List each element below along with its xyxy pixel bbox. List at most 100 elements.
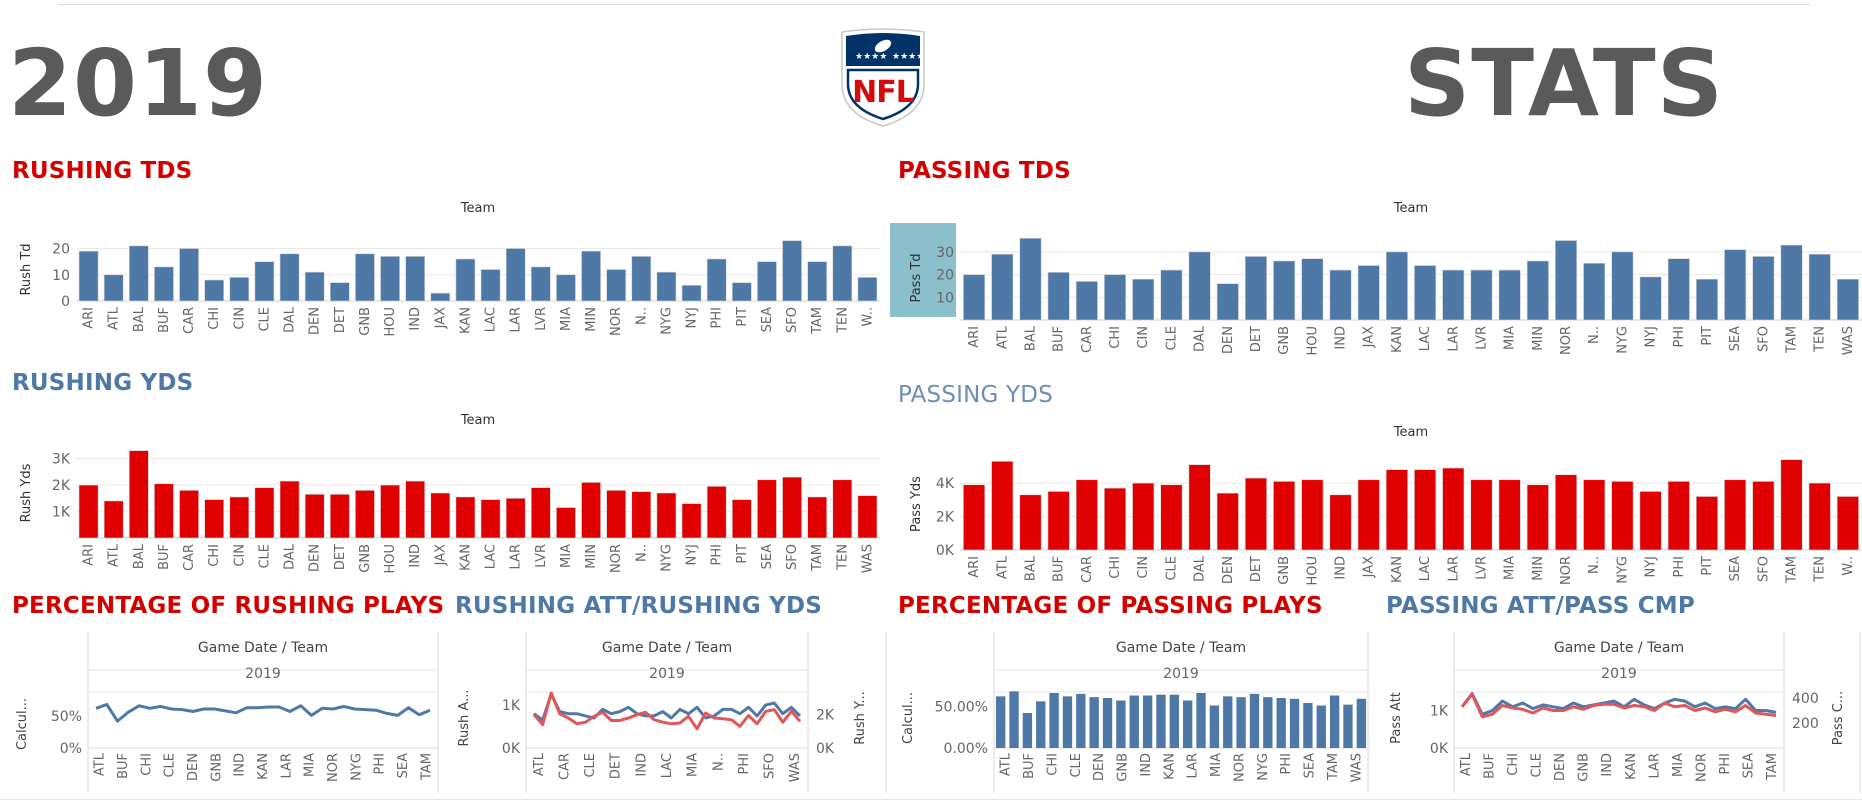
bar-nyg xyxy=(656,271,677,302)
x-tick-label: DEN xyxy=(1221,326,1236,354)
x-tick-label: BAL xyxy=(1023,555,1038,581)
x-tick-label: PHI xyxy=(710,307,725,328)
x-tick-label: KAN xyxy=(458,307,473,334)
pct-pass-bar xyxy=(1249,693,1260,748)
y2-axis-title: Pass C... xyxy=(1831,691,1846,745)
column-header: Game Date / Team xyxy=(602,640,732,656)
x-tick-label: JAX xyxy=(1362,326,1377,348)
x-tick-label: IND xyxy=(408,307,423,331)
y-tick-label: 0K xyxy=(1430,741,1449,757)
bar-den xyxy=(304,494,325,539)
y-axis-title: Pass Td xyxy=(909,253,924,302)
y-axis-title: Rush Yds xyxy=(19,463,34,522)
bar-cle xyxy=(254,261,275,302)
x-tick-label: MIA xyxy=(1503,556,1518,580)
bar-nor xyxy=(1555,240,1578,321)
stats-title: STATS xyxy=(1404,30,1724,137)
x-tick-label: MIN xyxy=(1531,326,1546,351)
bar-sea xyxy=(1724,249,1747,321)
pct-rushing-plays-title: PERCENTAGE OF RUSHING PLAYS xyxy=(12,593,445,619)
x-tick-label: KAN xyxy=(256,753,271,780)
x-tick-label: NYG xyxy=(1615,556,1630,584)
bar-nyj xyxy=(1639,276,1662,321)
y-axis-title: Pass Yds xyxy=(909,476,924,532)
passing-att-cmp-chart: Game Date / Team 2019 Pass Att 0K 1K ATL BUF CH… xyxy=(1389,632,1861,793)
x-tick-label: DEN xyxy=(308,307,323,335)
column-header: Game Date / Team xyxy=(1116,640,1246,656)
y2-tick-label: 2K xyxy=(816,708,835,724)
x-tick-label: CLE xyxy=(257,307,272,332)
bar-atl xyxy=(991,461,1014,551)
passing-yds-chart: Team Pass Yds 0K 2K 4K ARI ATL BAL BUF CAR CHI CIN C… xyxy=(909,425,1862,586)
bar-hou xyxy=(1301,479,1324,551)
y-tick-label: 10 xyxy=(52,268,70,284)
bar-chi xyxy=(1104,487,1127,551)
x-axis-title: Team xyxy=(460,201,495,216)
x-tick-label: TAM xyxy=(1785,556,1800,584)
bar-nor xyxy=(1555,474,1578,551)
column-header-year: 2019 xyxy=(649,666,685,682)
pct-pass-bar xyxy=(1276,698,1286,748)
x-tick-label: DAL xyxy=(1193,555,1208,582)
x-tick-label: BUF xyxy=(157,307,172,333)
passing-att-cmp-title: PASSING ATT/PASS CMP xyxy=(1386,593,1695,619)
x-tick-label: IND xyxy=(1334,326,1349,350)
rushing-tds-chart: Team Rush Td 0 10 20 ARI ATL BAL BUF CAR CHI CIN CLE… xyxy=(19,201,880,337)
pct-pass-bar xyxy=(1036,701,1046,748)
bar-sea xyxy=(757,261,777,302)
passing-tds-title: PASSING TDS xyxy=(898,158,1071,184)
bar-cin xyxy=(229,496,250,539)
pct-pass-bar xyxy=(1049,693,1059,748)
x-tick-label: CHI xyxy=(1045,753,1060,776)
x-tick-label: LAR xyxy=(1446,556,1461,581)
bar-ind xyxy=(405,256,426,302)
bar-dal xyxy=(279,253,300,302)
pct-pass-bar xyxy=(1303,703,1313,748)
y-axis-title: Calcul... xyxy=(901,692,916,744)
bar-jax xyxy=(430,492,451,539)
pct-pass-bar xyxy=(1089,697,1099,748)
x-tick-label: TEN xyxy=(1813,556,1828,583)
x-tick-label: TAM xyxy=(1765,753,1780,781)
x-tick-label: JAX xyxy=(1362,556,1377,578)
x-tick-label: DEN xyxy=(1553,753,1568,781)
bar-den xyxy=(1216,492,1239,551)
bar-pit xyxy=(1695,496,1718,551)
x-tick-label: ATL xyxy=(995,555,1010,579)
bar-sea xyxy=(1724,479,1747,551)
x-tick-label: NYJ xyxy=(1644,556,1659,578)
x-tick-label: CAR xyxy=(182,544,197,571)
bar-w xyxy=(857,277,878,302)
x-tick-label: W.. xyxy=(1841,556,1856,576)
x-tick-label: DET xyxy=(333,544,348,570)
x-tick-label: MIN xyxy=(1531,556,1546,581)
x-tick-label: ATL xyxy=(93,752,108,776)
x-axis-title: Team xyxy=(460,413,495,428)
y-tick-label: 30 xyxy=(936,245,954,261)
x-tick-label: KAN xyxy=(1624,753,1639,780)
bar-sfo xyxy=(782,476,802,539)
x-tick-label: CHI xyxy=(207,544,222,567)
x-tick-label: NYJ xyxy=(685,544,700,566)
y-tick-label: 20 xyxy=(52,242,70,258)
bar-min xyxy=(1526,260,1549,321)
rush-yds-line xyxy=(532,691,802,731)
x-tick-label: HOU xyxy=(383,544,398,574)
x-tick-label: CLE xyxy=(583,753,598,778)
x-tick-label: LVR xyxy=(534,307,549,331)
x-tick-label: LAC xyxy=(1418,326,1433,351)
x-tick-label: LAR xyxy=(509,544,524,569)
x-tick-label: N.. xyxy=(634,307,649,325)
x-tick-label: DAL xyxy=(283,306,298,333)
y2-tick-label: 200 xyxy=(1792,716,1819,732)
x-tick-label: SEA xyxy=(1742,753,1757,778)
x-tick-label: NYJ xyxy=(1644,326,1659,348)
x-tick-label: TAM xyxy=(1326,753,1341,781)
y-tick-label: 10 xyxy=(936,290,954,306)
bar-was xyxy=(857,495,878,539)
pct-pass-bar xyxy=(1356,698,1366,748)
bar-lvr xyxy=(530,266,551,302)
bar-ari xyxy=(963,274,986,321)
x-tick-label: PHI xyxy=(737,753,752,774)
x-tick-label: IND xyxy=(233,753,248,777)
